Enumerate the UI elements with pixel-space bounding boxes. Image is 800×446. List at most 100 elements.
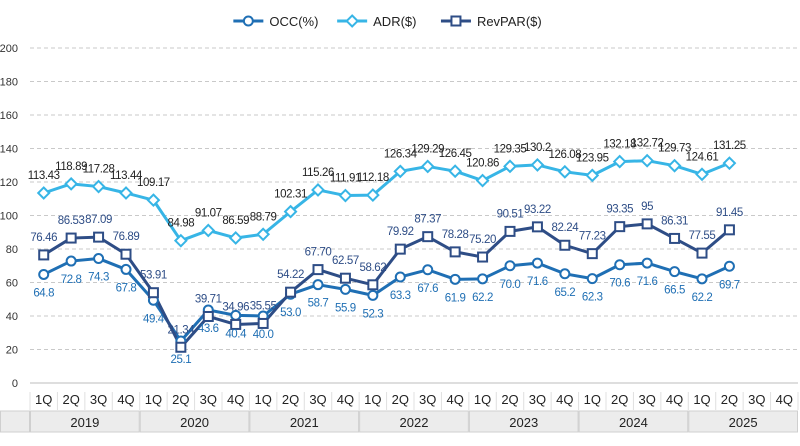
x-tick-label: 4Q <box>776 392 793 407</box>
data-label-occ: 43.6 <box>198 323 219 335</box>
legend-marker <box>242 15 254 27</box>
y-tick-label: 140 <box>0 144 18 156</box>
data-label-revpar: 77.55 <box>689 230 716 242</box>
point-occ <box>449 273 461 285</box>
data-label-revpar: 79.92 <box>387 226 414 238</box>
data-label-adr: 131.25 <box>713 140 746 152</box>
data-label-adr: 126.45 <box>439 148 472 160</box>
point-revpar <box>723 224 735 236</box>
data-label-adr: 126.34 <box>384 148 418 160</box>
point-adr <box>338 188 353 203</box>
data-label-revpar: 90.51 <box>497 208 524 220</box>
y-axis: 0 20 40 60 80 100 120 140 160 180 200 <box>0 43 18 390</box>
year-box <box>30 410 140 433</box>
data-label-revpar: 93.22 <box>524 204 551 216</box>
legend-item-adr: ADR($) <box>337 14 416 29</box>
x-tick-label: 3Q <box>200 392 217 407</box>
data-label-occ: 52.3 <box>362 308 383 320</box>
data-label-revpar: 86.53 <box>58 215 85 227</box>
x-tick-label: 3Q <box>419 392 436 407</box>
point-adr <box>557 164 572 179</box>
data-label-revpar: 77.23 <box>579 231 606 243</box>
point-adr <box>256 227 271 242</box>
data-label-occ: 66.5 <box>664 285 685 297</box>
data-label-adr: 117.28 <box>83 164 115 176</box>
year-box <box>139 410 250 433</box>
point-occ <box>422 264 434 276</box>
x-tick-label: 2Q <box>721 392 738 407</box>
data-label-occ: 64.8 <box>33 287 54 299</box>
point-adr <box>36 186 51 200</box>
data-label-occ: 74.3 <box>88 272 109 284</box>
x-tick-label: 1Q <box>35 392 52 407</box>
point-adr <box>667 158 682 173</box>
data-label-adr: 118.89 <box>55 161 87 173</box>
x-tick-label: 2Q <box>172 392 189 407</box>
point-occ <box>669 266 681 278</box>
point-revpar <box>449 246 461 258</box>
data-label-revpar: 39.71 <box>195 293 222 305</box>
data-label-adr: 112.18 <box>357 172 389 184</box>
point-occ <box>504 260 516 272</box>
point-adr <box>503 159 517 174</box>
x-tick-label: 2Q <box>282 392 299 407</box>
year-label: 2025 <box>729 415 758 430</box>
data-label-adr: 124.61 <box>686 151 719 163</box>
point-revpar <box>312 264 324 276</box>
data-label-adr: 132.72 <box>631 138 664 150</box>
point-adr <box>530 158 545 172</box>
data-label-revpar: 82.24 <box>551 222 579 234</box>
data-label-revpar: 87.09 <box>85 214 112 226</box>
point-adr <box>173 233 188 248</box>
point-adr <box>612 154 627 169</box>
data-label-adr: 130.2 <box>524 142 551 154</box>
point-revpar <box>120 248 132 260</box>
x-tick-label: 1Q <box>693 392 710 407</box>
data-label-occ: 71.6 <box>527 276 548 288</box>
point-revpar <box>422 231 434 243</box>
x-tick-label: 1Q <box>584 392 601 407</box>
y-tick-label: 200 <box>0 43 18 55</box>
point-adr <box>475 173 490 188</box>
x-tick-label: 4Q <box>666 392 683 407</box>
x-tick-label: 2Q <box>62 392 79 407</box>
year-label: 2020 <box>180 415 209 430</box>
point-occ <box>65 255 77 267</box>
data-label-occ: 69.7 <box>719 279 740 291</box>
data-label-occ: 61.9 <box>445 292 466 304</box>
data-label-occ: 72.8 <box>61 274 82 286</box>
point-revpar <box>93 231 105 243</box>
y-tick-label: 60 <box>6 278 18 290</box>
point-revpar <box>641 218 653 230</box>
point-occ <box>477 273 489 285</box>
data-label-adr: 86.59 <box>222 215 249 227</box>
point-adr <box>365 188 380 203</box>
data-label-revpar: 76.46 <box>30 232 57 244</box>
y-tick-label: 160 <box>0 110 18 122</box>
point-adr <box>119 186 133 200</box>
x-tick-label: 4Q <box>556 392 573 407</box>
data-label-occ: 67.8 <box>116 282 137 294</box>
point-occ <box>696 273 708 285</box>
legend-label: RevPAR($) <box>477 14 542 29</box>
point-revpar <box>257 317 269 329</box>
x-tick-label: 4Q <box>117 392 134 407</box>
year-label: 2021 <box>290 415 319 430</box>
data-label-revpar: 91.45 <box>716 207 743 219</box>
data-label-adr: 113.44 <box>110 170 143 182</box>
data-labels-layer: 64.8 72.8 74.3 67.8 49.4 25.1 43.6 40.4 40.0 53.0… <box>28 138 746 366</box>
data-label-revpar: 53.91 <box>140 270 167 282</box>
year-label: 2019 <box>70 415 99 430</box>
point-revpar <box>230 318 242 330</box>
point-adr <box>585 168 600 183</box>
data-label-adr: 129.35 <box>494 143 527 155</box>
data-label-occ: 40.4 <box>225 328 247 340</box>
point-revpar <box>504 225 516 237</box>
data-label-occ: 62.2 <box>692 292 713 304</box>
data-label-occ: 71.6 <box>637 276 658 288</box>
point-revpar <box>669 232 681 244</box>
year-label: 2023 <box>509 415 538 430</box>
data-label-revpar: 34.96 <box>222 301 249 313</box>
x-tick-label: 4Q <box>227 392 244 407</box>
